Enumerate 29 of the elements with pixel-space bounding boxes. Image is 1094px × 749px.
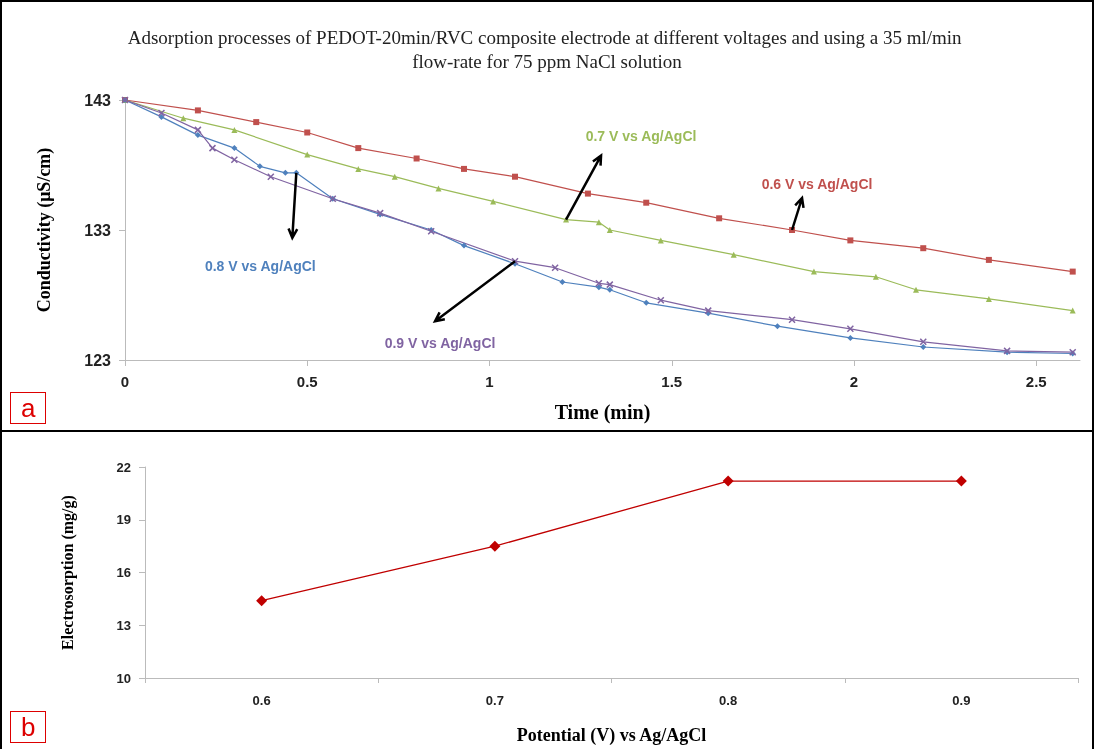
- x-tick-label: 0.6: [252, 693, 271, 708]
- y-tick-label: 13: [116, 617, 131, 633]
- y-tick-label: 143: [84, 91, 112, 109]
- text: 0.7 V vs Ag/AgCl: [585, 127, 697, 144]
- x-tick-label: 0.9: [952, 693, 971, 708]
- y-tick-label: 133: [84, 221, 112, 239]
- x-axis-title: Time (min): [554, 401, 651, 424]
- x-tick-label: 1: [485, 373, 494, 390]
- text: 0.6 V vs Ag/AgCl: [761, 176, 873, 192]
- text: 0.9 V vs Ag/AgCl: [384, 335, 496, 352]
- x-tick-label: 0.5: [296, 373, 318, 390]
- x-tick-label: 0: [120, 373, 130, 390]
- y-tick-label: 19: [116, 512, 131, 528]
- text: b: [10, 711, 47, 743]
- x-tick-label: 0.7: [485, 693, 504, 708]
- y-tick-label: 22: [116, 459, 131, 475]
- x-tick-label: 2: [849, 373, 859, 390]
- text: 0.8 V vs Ag/AgCl: [204, 257, 316, 274]
- chart-title: Adsorption processes of PEDOT-20min/RVC composite electrode at different voltages and using a 35 ml/min flow-rate for 75 ppm NaCl solution: [127, 26, 967, 72]
- y-tick-label: 10: [116, 670, 131, 686]
- x-tick-label: 2.5: [1025, 373, 1047, 390]
- y-tick-label: 123: [84, 351, 112, 369]
- y-axis-title: Conductivity (μS/cm): [34, 147, 55, 313]
- text: a: [10, 392, 47, 424]
- y-axis-title: Electrosorption (mg/g): [58, 495, 77, 650]
- y-tick-label: 16: [116, 565, 131, 580]
- x-axis-title: Potential (V) vs Ag/AgCl: [516, 725, 707, 746]
- x-tick-label: 0.8: [719, 693, 738, 708]
- x-tick-label: 1.5: [661, 373, 683, 390]
